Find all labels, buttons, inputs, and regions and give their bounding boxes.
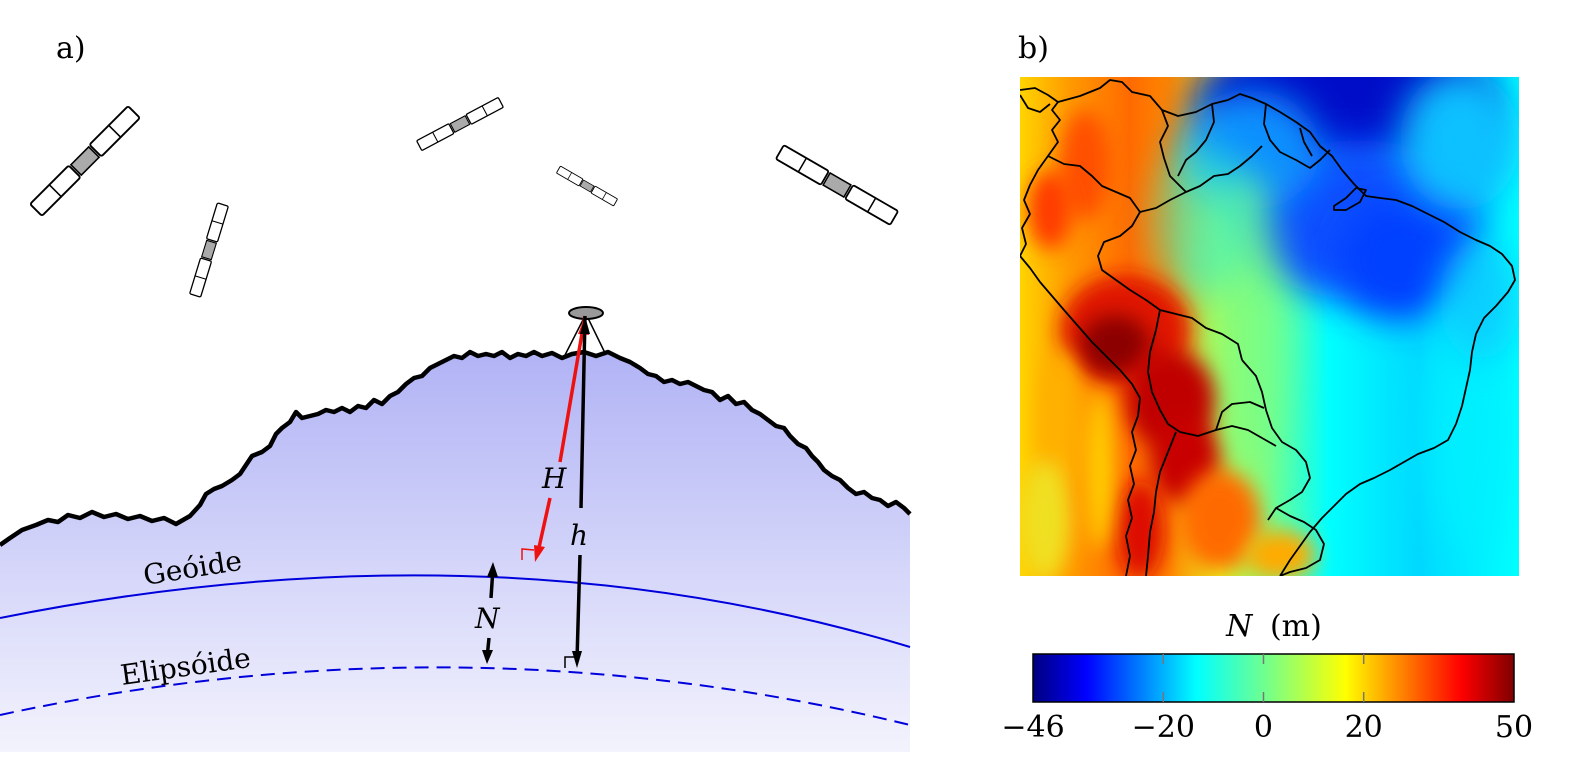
satellite-icon [188, 202, 230, 298]
country-borders [1020, 79, 1516, 576]
satellite-icon [774, 144, 900, 226]
svg-text:N (m): N (m) [1225, 609, 1322, 644]
colorbar-tick-label: 20 [1345, 710, 1383, 745]
panel-b-label: b) [1018, 31, 1049, 66]
h-label: h [570, 519, 588, 552]
panel-b: b) [1001, 31, 1533, 745]
geoid-line [0, 574, 911, 648]
satellite-icon [29, 105, 141, 217]
terrain-outline [0, 349, 912, 547]
colorbar-title-symbol: N [1225, 609, 1254, 644]
geoid-undulation-arrow [482, 562, 498, 664]
satellite-icon [415, 96, 505, 152]
N-label: N [474, 602, 501, 635]
colorbar-tick-label: 0 [1254, 710, 1273, 745]
panel-a: a) Geóide Elipsóide H [0, 31, 912, 752]
ellipsoid-line [0, 666, 911, 726]
colorbar-title-unit: (m) [1270, 609, 1322, 644]
H-label: H [541, 462, 567, 495]
panel-a-label: a) [56, 31, 86, 66]
colorbar: N (m) −46 −20 0 20 50 [1001, 609, 1533, 745]
colorbar-tick-label: −20 [1132, 710, 1195, 745]
colorbar-tick-label: 50 [1495, 710, 1533, 745]
ellipsoidal-height-arrow [564, 315, 590, 668]
colorbar-ticks: −46 −20 0 20 50 [1001, 654, 1533, 745]
geoid-undulation-map [1020, 77, 1519, 576]
colorbar-gradient [1032, 653, 1515, 703]
terrain-surface [0, 352, 910, 752]
satellite-icon [555, 165, 619, 207]
colorbar-tick-label: −46 [1001, 710, 1064, 745]
